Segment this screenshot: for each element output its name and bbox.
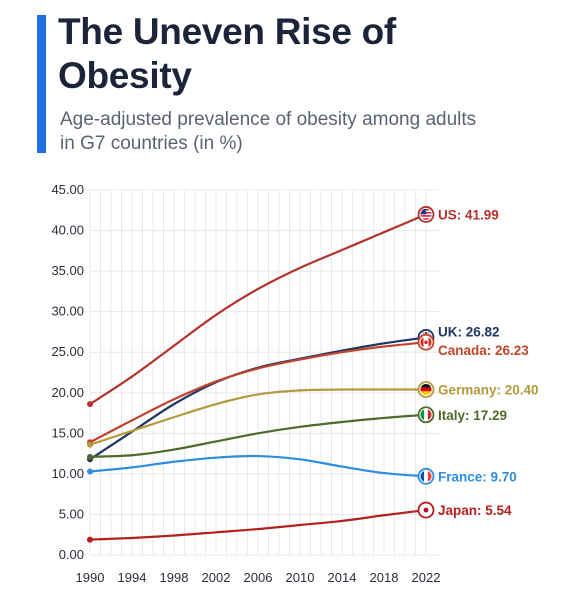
- germany-flag-icon: [417, 381, 435, 398]
- series-start-point: [87, 468, 93, 475]
- us-flag-icon: [417, 206, 435, 223]
- y-tick-label: 30.00: [51, 304, 84, 319]
- series-lines: [87, 213, 428, 543]
- x-tick-label: 1990: [76, 570, 105, 585]
- y-tick-label: 35.00: [51, 263, 84, 278]
- y-tick-label: 25.00: [51, 344, 84, 359]
- series-line-italy: [88, 413, 428, 458]
- series-line-canada: [88, 341, 428, 444]
- y-tick-label: 10.00: [51, 466, 84, 481]
- gridlines: [89, 189, 440, 556]
- series-line-germany: [88, 388, 428, 446]
- x-tick-label: 1994: [118, 570, 147, 585]
- y-tick-label: 0.00: [59, 547, 84, 562]
- x-tick-label: 2010: [286, 570, 315, 585]
- france-flag-icon: [417, 467, 435, 485]
- series-label-france: France: 9.70: [438, 469, 517, 484]
- series-start-point: [87, 536, 93, 543]
- canada-flag-icon: [417, 333, 435, 351]
- y-tick-label: 15.00: [51, 425, 84, 440]
- series-line-france: [88, 454, 428, 478]
- series-line-us: [88, 213, 428, 406]
- series-start-point: [87, 401, 93, 408]
- series-start-point: [87, 441, 93, 448]
- x-tick-label: 2002: [202, 570, 231, 585]
- axes: 0.00 5.00 10.00 15.00 20.00 25.00 30.00 35.00 40…: [51, 182, 440, 585]
- series-label-uk: UK: 26.82: [438, 324, 500, 339]
- x-tick-label: 1998: [160, 570, 189, 585]
- chart-title: The Uneven Rise of Obesity: [58, 11, 396, 96]
- x-tick-label: 2006: [244, 570, 273, 585]
- series-label-canada: Canada: 26.23: [438, 343, 529, 358]
- y-tick-label: 45.00: [51, 182, 84, 197]
- series-line-japan: [88, 508, 428, 541]
- italy-flag-icon: [417, 406, 435, 424]
- chart-subtitle: Age-adjusted prevalence of obesity among…: [60, 109, 477, 154]
- accent-bar: [37, 15, 46, 153]
- japan-flag-icon: [417, 501, 435, 519]
- x-tick-label: 2018: [370, 570, 399, 585]
- series-labels: US: 41.99 UK: 26.82 Canada: 26.23 Germany: …: [417, 206, 539, 519]
- y-tick-label: 40.00: [51, 223, 84, 238]
- y-tick-label: 5.00: [59, 506, 84, 521]
- y-tick-label: 20.00: [51, 385, 84, 400]
- series-label-germany: Germany: 20.40: [438, 383, 539, 398]
- series-label-italy: Italy: 17.29: [438, 408, 507, 423]
- x-tick-label: 2022: [412, 570, 441, 585]
- series-start-point: [87, 453, 93, 460]
- series-label-us: US: 41.99: [438, 207, 499, 222]
- series-label-japan: Japan: 5.54: [438, 503, 512, 518]
- x-tick-label: 2014: [328, 570, 357, 585]
